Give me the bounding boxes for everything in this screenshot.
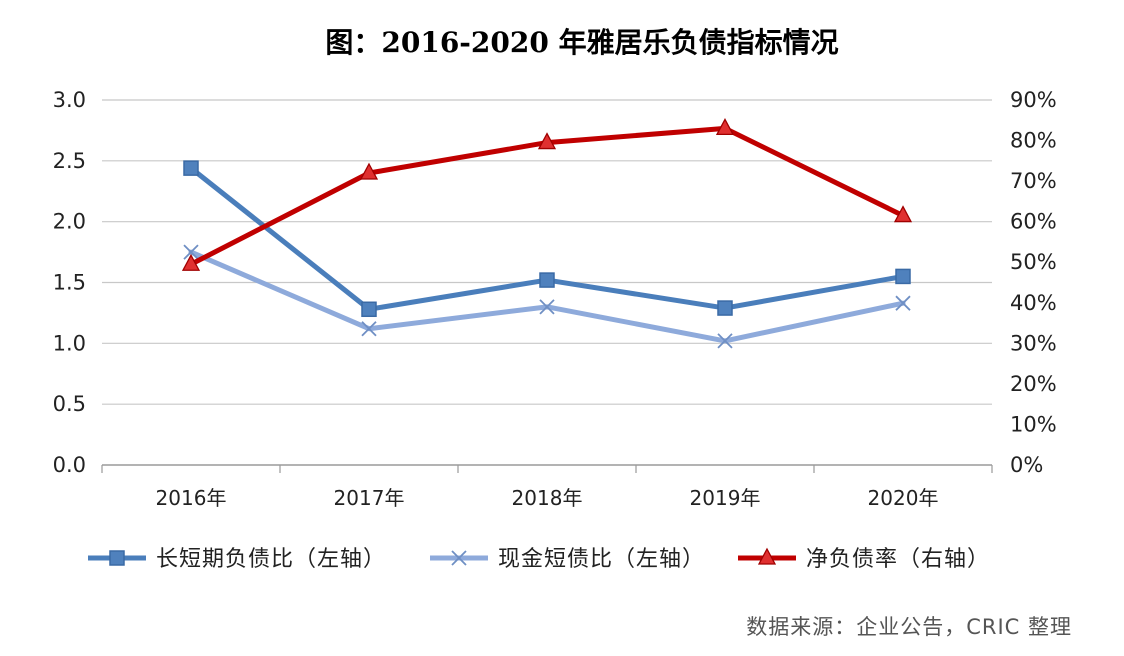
data-point — [361, 301, 377, 318]
data-point — [895, 295, 911, 311]
right-tick-label: 40% — [1010, 291, 1057, 315]
right-tick-label: 80% — [1010, 129, 1057, 153]
series-layer — [181, 118, 913, 349]
right-axis-ticks: 0% 10% 20% 30% 40% 50% 60% 70% 80% 90% — [1010, 88, 1057, 477]
data-point — [895, 268, 911, 285]
legend: 长短期负债比（左轴） 现金短债比（左轴） 净负债率（右轴） — [88, 547, 990, 572]
right-tick-label: 90% — [1010, 88, 1057, 112]
legend-label: 长短期负债比（左轴） — [156, 547, 386, 572]
left-tick-label: 1.5 — [53, 271, 86, 295]
data-point — [893, 205, 913, 223]
right-tick-label: 0% — [1010, 453, 1043, 477]
data-point — [183, 244, 199, 260]
data-point — [183, 160, 199, 176]
data-point — [717, 333, 733, 349]
left-tick-label: 2.5 — [53, 149, 86, 173]
legend-marker — [451, 550, 467, 566]
x-tick-label: 2019年 — [690, 486, 761, 510]
data-point — [537, 132, 557, 150]
data-point — [717, 300, 733, 316]
data-point — [359, 162, 379, 180]
data-point — [539, 272, 555, 288]
x-tick-label: 2016年 — [156, 486, 227, 510]
data-point — [361, 321, 377, 337]
left-axis-ticks: 0.0 0.5 1.0 1.5 2.0 2.5 3.0 — [53, 88, 86, 477]
left-tick-label: 3.0 — [53, 88, 86, 112]
chart-title: 图：2016-2020 年雅居乐负债指标情况 — [325, 26, 838, 59]
x-tick-label: 2018年 — [512, 486, 583, 510]
data-point — [715, 118, 735, 136]
right-tick-label: 50% — [1010, 250, 1057, 274]
legend-label: 现金短债比（左轴） — [498, 547, 705, 572]
right-tick-label: 30% — [1010, 331, 1057, 355]
left-tick-label: 0.0 — [53, 453, 86, 477]
left-tick-label: 2.0 — [53, 210, 86, 234]
x-tick-label: 2017年 — [334, 486, 405, 510]
gridlines — [102, 99, 992, 466]
legend-marker — [109, 550, 125, 566]
legend-marker — [757, 547, 777, 565]
x-axis-ticks: 2016年 2017年 2018年 2019年 2020年 — [101, 465, 993, 510]
left-tick-label: 1.0 — [53, 331, 86, 355]
right-tick-label: 70% — [1010, 169, 1057, 193]
right-tick-label: 10% — [1010, 412, 1057, 436]
x-tick-label: 2020年 — [868, 486, 939, 510]
data-point — [181, 253, 201, 271]
data-point — [539, 299, 555, 315]
right-tick-label: 60% — [1010, 210, 1057, 234]
series-line — [188, 165, 906, 312]
source-note: 数据来源：企业公告，CRIC 整理 — [746, 615, 1072, 639]
left-tick-label: 0.5 — [53, 392, 86, 416]
legend-label: 净负债率（右轴） — [806, 547, 990, 572]
right-tick-label: 20% — [1010, 372, 1057, 396]
